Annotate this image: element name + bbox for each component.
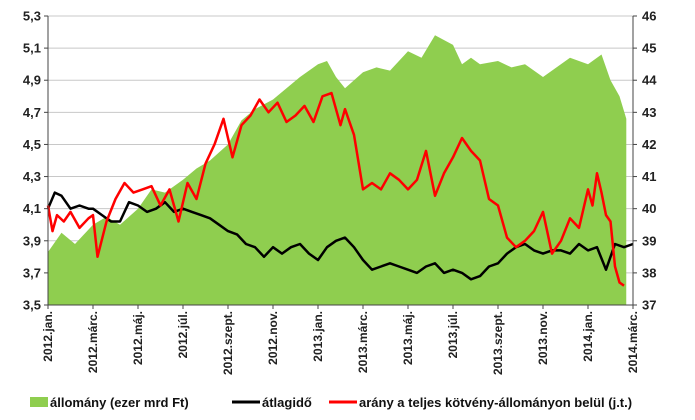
series-allomany-area <box>48 35 627 306</box>
x-tick-label: 2012.júl. <box>176 311 190 358</box>
x-tick-label: 2013.júl. <box>446 311 460 358</box>
left-tick-label: 4,9 <box>23 73 41 88</box>
x-tick-label: 2013.máj. <box>401 311 415 365</box>
right-tick-label: 46 <box>642 9 656 24</box>
left-tick-label: 4,5 <box>23 137 41 152</box>
right-tick-label: 44 <box>642 73 657 88</box>
legend-item-allomany: állomány (ezer mrd Ft) <box>30 395 189 410</box>
axes <box>47 16 634 306</box>
x-tick-label: 2012.szept. <box>221 311 235 375</box>
x-tick-label: 2013.szept. <box>491 311 505 375</box>
left-tick-label: 5,1 <box>23 41 41 56</box>
right-tick-label: 43 <box>642 105 656 120</box>
legend-label: állomány (ezer mrd Ft) <box>50 395 189 410</box>
x-axis-ticks: 2012.jan. 2012.márc. 2012.máj. 2012.júl. 201… <box>41 305 640 375</box>
legend-label: arány a teljes kötvény-állományon belül … <box>359 395 632 410</box>
legend-item-arany: arány a teljes kötvény-állományon belül … <box>329 395 632 410</box>
left-axis-ticks: 3,5 3,7 3,9 4,1 4,3 4,5 4,7 4,9 5,1 5,3 <box>23 9 48 313</box>
right-tick-label: 38 <box>642 265 656 280</box>
legend: állomány (ezer mrd Ft) átlagidő arány a te… <box>30 395 632 410</box>
right-tick-label: 40 <box>642 201 656 216</box>
x-tick-label: 2012.márc. <box>86 311 100 373</box>
right-tick-label: 37 <box>642 298 656 313</box>
x-tick-label: 2014.márc. <box>626 311 640 373</box>
legend-item-atlagido: átlagidő <box>232 395 312 410</box>
legend-label: átlagidő <box>262 395 312 410</box>
left-tick-label: 5,3 <box>23 9 41 24</box>
area-layer <box>48 35 627 306</box>
left-tick-label: 4,3 <box>23 169 41 184</box>
x-tick-label: 2012.nov. <box>266 311 280 365</box>
left-tick-label: 3,7 <box>23 265 41 280</box>
x-tick-label: 2013.nov. <box>536 311 550 365</box>
series-arany-line <box>46 91 625 287</box>
series-atlagido-line <box>46 191 634 281</box>
left-tick-label: 3,5 <box>23 298 41 313</box>
left-tick-label: 4,1 <box>23 201 41 216</box>
right-tick-label: 41 <box>642 169 656 184</box>
legend-swatch <box>30 397 48 407</box>
right-tick-label: 39 <box>642 233 656 248</box>
left-tick-label: 3,9 <box>23 233 41 248</box>
x-tick-label: 2013.márc. <box>356 311 370 373</box>
x-tick-label: 2012.máj. <box>131 311 145 365</box>
line-layer <box>46 91 634 287</box>
left-tick-label: 4,7 <box>23 105 41 120</box>
x-tick-label: 2013.jan. <box>311 311 325 362</box>
right-tick-label: 45 <box>642 41 656 56</box>
right-axis-ticks: 37 38 39 40 41 42 43 44 45 46 <box>633 9 657 313</box>
x-tick-label: 2012.jan. <box>41 311 55 362</box>
x-tick-label: 2014.jan. <box>581 311 595 362</box>
right-tick-label: 42 <box>642 137 656 152</box>
